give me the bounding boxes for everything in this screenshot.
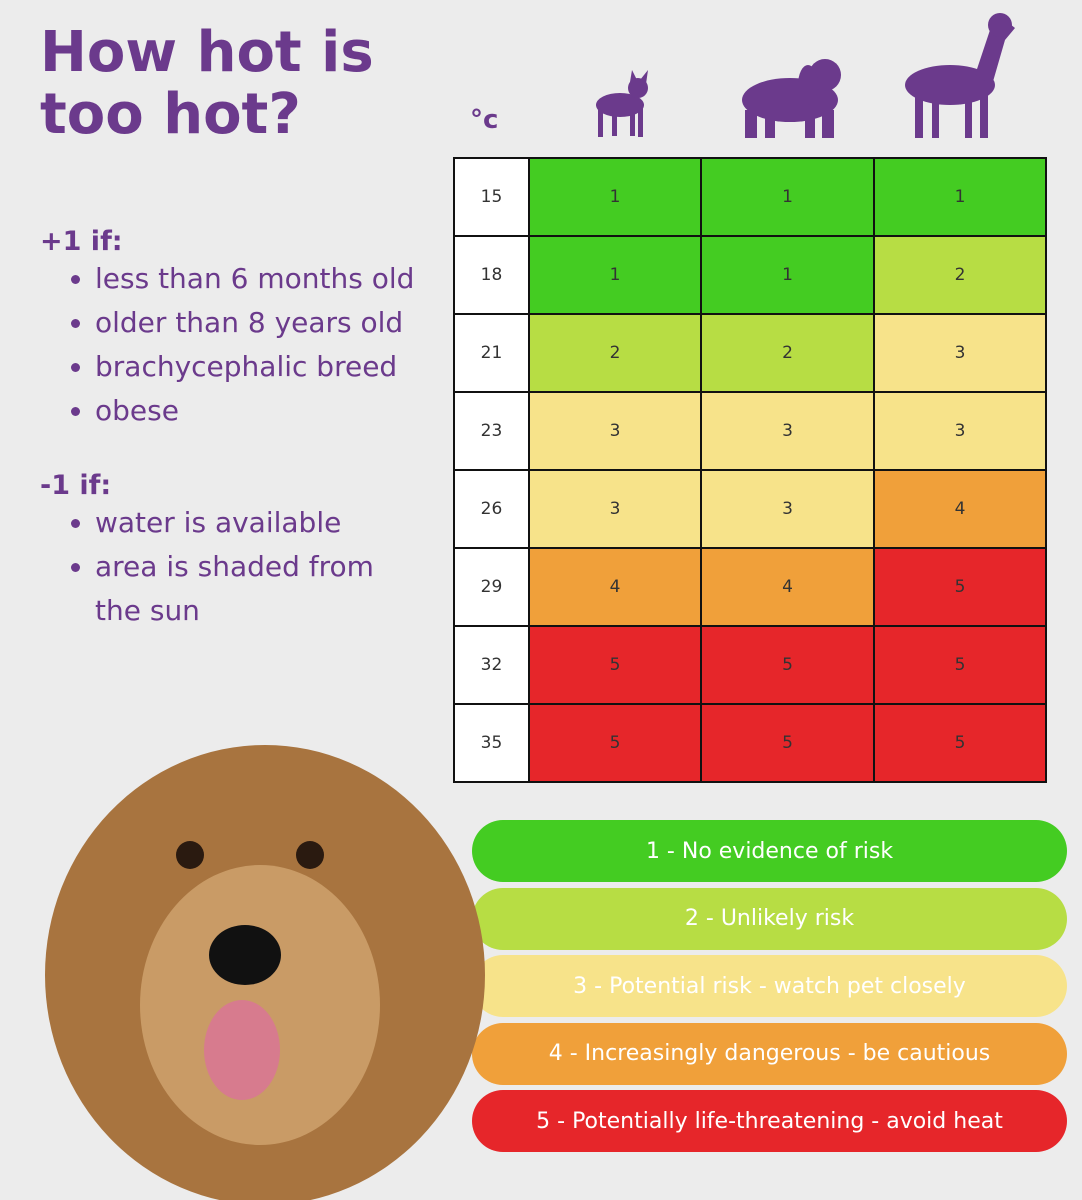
temperature-cell: 21 [453, 313, 530, 393]
temperature-cell: 29 [453, 547, 530, 627]
rule-item: less than 6 months old [95, 257, 440, 301]
risk-cell: 1 [528, 157, 702, 237]
risk-cell: 3 [528, 469, 702, 549]
risk-cell: 3 [528, 391, 702, 471]
rule-item: water is available [95, 501, 410, 545]
risk-cell: 5 [700, 625, 875, 705]
legend-item: 2 - Unlikely risk [472, 887, 1067, 950]
rule-item: brachycephalic breed [95, 345, 440, 389]
rule-item: older than 8 years old [95, 301, 440, 345]
risk-cell: 4 [528, 547, 702, 627]
risk-cell: 2 [873, 235, 1047, 315]
risk-cell: 4 [873, 469, 1047, 549]
risk-cell: 1 [873, 157, 1047, 237]
legend-item: 3 - Potential risk - watch pet closely [472, 955, 1067, 1017]
rule-list: less than 6 months oldolder than 8 years… [40, 257, 440, 433]
minus-rules: -1 if: water is availablearea is shaded … [40, 470, 410, 633]
legend-item: 5 - Potentially life-threatening - avoid… [472, 1090, 1067, 1152]
rule-list: water is availablearea is shaded from th… [40, 501, 410, 633]
dog-icons [596, 13, 1015, 138]
temperature-cell: 26 [453, 469, 530, 549]
legend-item: 4 - Increasingly dangerous - be cautious [472, 1022, 1067, 1085]
risk-cell: 5 [700, 703, 875, 783]
risk-cell: 1 [700, 157, 875, 237]
title: How hot is too hot? [40, 20, 374, 147]
rule-item: area is shaded from the sun [95, 545, 410, 633]
risk-cell: 5 [873, 625, 1047, 705]
risk-cell: 5 [873, 547, 1047, 627]
rule-heading: -1 if: [40, 470, 112, 501]
temperature-cell: 23 [453, 391, 530, 471]
risk-cell: 3 [873, 391, 1047, 471]
risk-cell: 2 [528, 313, 702, 393]
risk-cell: 5 [528, 703, 702, 783]
risk-cell: 1 [528, 235, 702, 315]
risk-cell: 5 [528, 625, 702, 705]
rule-heading: +1 if: [40, 226, 123, 257]
risk-cell: 4 [700, 547, 875, 627]
legend-item: 1 - No evidence of risk [472, 820, 1067, 882]
temperature-cell: 15 [453, 157, 530, 237]
rule-item: obese [95, 389, 440, 433]
temperature-cell: 32 [453, 625, 530, 705]
risk-cell: 3 [873, 313, 1047, 393]
risk-cell: 2 [700, 313, 875, 393]
unit: °c [470, 105, 499, 135]
plus-rules: +1 if: less than 6 months oldolder than … [40, 226, 440, 433]
temperature-cell: 18 [453, 235, 530, 315]
risk-cell: 3 [700, 469, 875, 549]
risk-cell: 5 [873, 703, 1047, 783]
dog-photo [45, 745, 485, 1200]
risk-cell: 1 [700, 235, 875, 315]
temperature-cell: 35 [453, 703, 530, 783]
risk-cell: 3 [700, 391, 875, 471]
